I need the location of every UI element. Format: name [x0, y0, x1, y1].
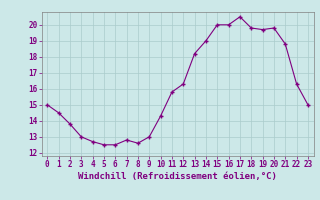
- X-axis label: Windchill (Refroidissement éolien,°C): Windchill (Refroidissement éolien,°C): [78, 172, 277, 181]
